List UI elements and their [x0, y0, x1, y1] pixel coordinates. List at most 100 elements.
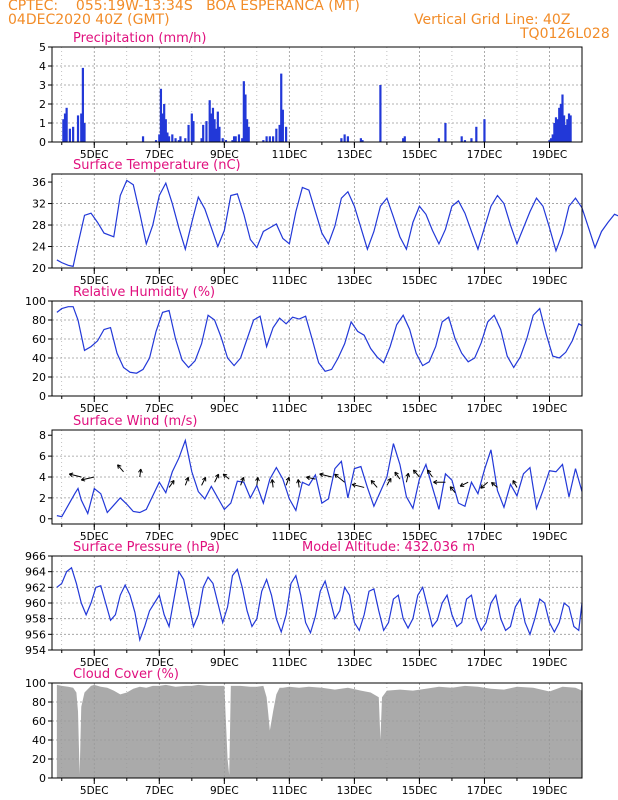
rh-ytick-label: 60 — [32, 333, 46, 346]
precip-bar — [62, 119, 65, 142]
wind-arrow — [351, 482, 365, 488]
wind-arrow — [255, 477, 260, 486]
precip-bar — [208, 100, 211, 142]
temp-xtick-label: 9DEC — [210, 275, 239, 287]
cloud-xtick-label: 9DEC — [210, 785, 239, 797]
rh-line — [56, 306, 583, 374]
precip-bar — [164, 119, 167, 142]
precip-xtick-label: 17DEC — [467, 149, 502, 161]
wind-arrow — [138, 468, 143, 478]
pressure-xtick-label: 7DEC — [145, 657, 174, 669]
precip-bar — [159, 88, 163, 142]
rh-ytick-label: 100 — [25, 295, 46, 308]
precip-ytick-label: 2 — [39, 98, 46, 111]
temp-xtick-label: 5DEC — [80, 275, 109, 287]
precip-xtick-label: 13DEC — [337, 149, 372, 161]
wind-arrow-head — [170, 479, 175, 485]
wind-arrow-head — [426, 469, 432, 475]
rh-ytick-label: 80 — [32, 314, 46, 327]
wind-arrow — [405, 472, 411, 483]
wind-arrow-head — [480, 484, 485, 489]
precip-bar — [558, 107, 561, 142]
wind-arrow-head — [255, 477, 260, 482]
precip-ytick-label: 1 — [39, 117, 46, 130]
rh-ytick-label: 40 — [32, 352, 46, 365]
wind-arrow — [370, 479, 378, 488]
header-station: CPTEC: 055:19W-13:34S BOA ESPERANCA (MT) — [8, 0, 360, 14]
precip-bar — [83, 123, 86, 142]
precip-bar — [340, 138, 343, 142]
wind-arrow-shaft — [405, 473, 409, 483]
cloud-title: Cloud Cover (%) — [73, 667, 179, 682]
precip-ytick-label: 0 — [39, 136, 46, 149]
precip-bar — [179, 136, 182, 142]
precip-bar — [215, 128, 218, 142]
pressure-xtick-label: 11DEC — [272, 657, 307, 669]
wind-xtick-label: 5DEC — [80, 531, 109, 543]
wind-arrow-shaft — [370, 480, 378, 488]
wind-arrow-head — [433, 479, 438, 485]
precip-xtick-label: 7DEC — [145, 149, 174, 161]
temp-xtick-label: 17DEC — [467, 275, 502, 287]
wind-ytick-label: 6 — [39, 450, 46, 463]
precip-frame — [51, 46, 583, 143]
wind-arrow-shaft — [459, 481, 469, 487]
wind-arrow — [319, 472, 332, 478]
precip-bar — [548, 140, 551, 142]
wind-arrow-shaft — [319, 473, 332, 478]
wind-arrow — [433, 479, 446, 485]
wind-arrow-shaft — [427, 469, 433, 478]
wind-arrow-head — [201, 476, 207, 482]
temp-xtick-label: 19DEC — [532, 275, 567, 287]
precip-bar — [556, 119, 559, 142]
precip-bar — [210, 113, 213, 142]
cloud-xtick-label: 15DEC — [402, 785, 437, 797]
precip-bar — [275, 128, 278, 142]
wind-ytick-label: 8 — [39, 429, 46, 442]
rh-xtick-label: 19DEC — [532, 403, 567, 415]
precip-bar — [278, 124, 281, 142]
precip-ytick-label: 3 — [39, 79, 46, 92]
wind-arrow-shaft — [240, 477, 245, 486]
precip-bar — [211, 107, 215, 142]
pressure-xtick-label: 13DEC — [337, 657, 372, 669]
precip-bar — [184, 138, 187, 142]
cloud-ytick-label: 80 — [32, 696, 46, 709]
pressure-title: Surface Pressure (hPa) — [73, 540, 220, 555]
wind-line — [56, 438, 583, 518]
pressure-xtick-label: 17DEC — [467, 657, 502, 669]
wind-ytick-label: 4 — [39, 471, 46, 484]
precip-bar — [403, 136, 406, 142]
precip-bar — [359, 138, 362, 142]
precip-bar — [563, 115, 566, 142]
precip-bar — [65, 107, 68, 142]
precip-bar — [232, 136, 236, 142]
pressure-ytick-label: 960 — [25, 597, 46, 610]
wind-arrow-head — [68, 472, 74, 478]
wind-arrow-shaft — [512, 480, 518, 488]
precip-bar — [244, 94, 247, 142]
precip-bar — [245, 119, 249, 142]
precip-bar — [237, 134, 241, 142]
precip-bar — [559, 104, 562, 142]
wind-arrow-head — [459, 482, 465, 487]
cloud-ytick-label: 0 — [39, 772, 46, 785]
precip-bar — [551, 134, 554, 142]
pressure-xtick-label: 9DEC — [210, 657, 239, 669]
wind-arrow-head — [319, 472, 324, 478]
wind-arrow-head — [138, 468, 143, 473]
wind-arrow — [490, 481, 498, 488]
wind-arrow-head — [296, 479, 301, 484]
wind-arrow-shaft — [271, 479, 274, 488]
precip-bar — [224, 140, 228, 142]
precip-bar — [218, 126, 221, 142]
wind-arrow-shaft — [214, 473, 220, 483]
precip-bar — [231, 140, 234, 142]
wind-arrow-shaft — [480, 481, 489, 489]
wind-arrow — [214, 473, 220, 483]
precip-bar — [379, 85, 382, 142]
precip-bar — [361, 140, 364, 142]
wind-arrow — [201, 476, 207, 486]
wind-xtick-label: 17DEC — [467, 531, 502, 543]
precip-bar — [564, 124, 567, 142]
